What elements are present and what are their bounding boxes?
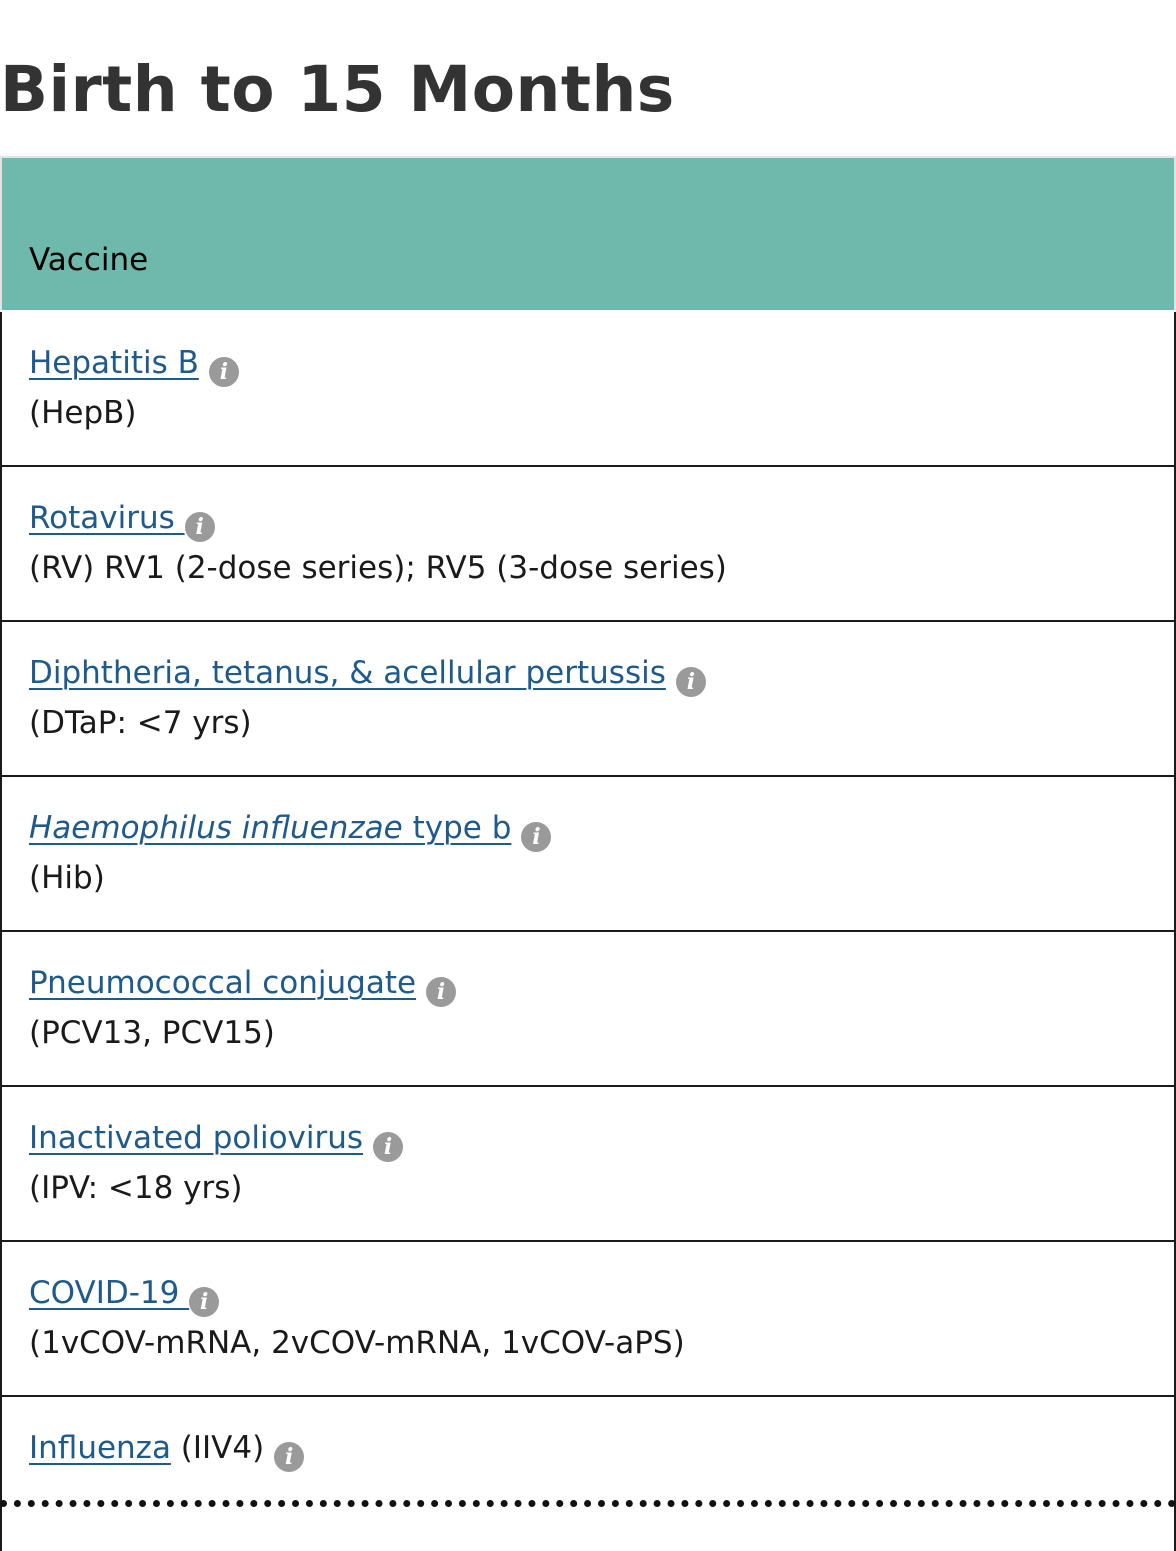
- vaccine-schedule-table: Vaccine Hepatitis B i (HepB) Rotavirus i …: [0, 156, 1176, 1551]
- info-icon[interactable]: i: [675, 667, 706, 697]
- info-icon[interactable]: i: [521, 822, 552, 852]
- vaccine-link-dtap[interactable]: Diphtheria, tetanus, & acellular pertuss…: [29, 655, 666, 691]
- vaccine-cell: COVID-19 i (1vCOV-mRNA, 2vCOV-mRNA, 1vCO…: [0, 1240, 1176, 1396]
- vaccine-abbreviation: (HepB): [29, 395, 137, 431]
- table-row: Diphtheria, tetanus, & acellular pertuss…: [0, 620, 1176, 776]
- vaccine-cell: Hepatitis B i (HepB): [0, 310, 1176, 466]
- table-row: Pneumococcal conjugate i (PCV13, PCV15): [0, 930, 1176, 1086]
- vaccine-cell: Pneumococcal conjugate i (PCV13, PCV15): [0, 930, 1176, 1086]
- table-row: Haemophilus influenzae type b i (Hib): [0, 775, 1176, 931]
- vaccine-link-influenza[interactable]: Influenza: [29, 1430, 171, 1466]
- vaccine-abbreviation: (Hib): [29, 860, 105, 896]
- table-row: Inactivated poliovirus i (IPV: <18 yrs): [0, 1085, 1176, 1241]
- info-icon[interactable]: i: [426, 977, 457, 1007]
- vaccine-cell: Rotavirus i (RV) RV1 (2-dose series); RV…: [0, 465, 1176, 621]
- vaccine-link-hib[interactable]: Haemophilus influenzae type b: [29, 810, 511, 846]
- vaccine-cell: Influenza (IIV4) i: [0, 1395, 1176, 1551]
- vaccine-cell: Haemophilus influenzae type b i (Hib): [0, 775, 1176, 931]
- table-row: Rotavirus i (RV) RV1 (2-dose series); RV…: [0, 465, 1176, 621]
- info-icon[interactable]: i: [373, 1132, 404, 1162]
- vaccine-link-covid-19[interactable]: COVID-19: [29, 1275, 190, 1311]
- info-icon[interactable]: i: [184, 512, 215, 542]
- table-row: COVID-19 i (1vCOV-mRNA, 2vCOV-mRNA, 1vCO…: [0, 1240, 1176, 1396]
- vaccine-link-pneumococcal[interactable]: Pneumococcal conjugate: [29, 965, 417, 1001]
- table-header-row: Vaccine: [0, 156, 1176, 312]
- table-row: Hepatitis B i (HepB): [0, 310, 1176, 466]
- vaccine-abbreviation: (1vCOV-mRNA, 2vCOV-mRNA, 1vCOV-aPS): [29, 1325, 685, 1361]
- vaccine-link-hepatitis-b[interactable]: Hepatitis B: [29, 345, 199, 381]
- vaccine-cell: Diphtheria, tetanus, & acellular pertuss…: [0, 620, 1176, 776]
- info-icon[interactable]: i: [274, 1442, 305, 1472]
- table-row: Influenza (IIV4) i: [0, 1395, 1176, 1551]
- vaccine-abbreviation: (PCV13, PCV15): [29, 1015, 275, 1051]
- page-title: Birth to 15 Months: [0, 53, 675, 126]
- vaccine-abbreviation: (IPV: <18 yrs): [29, 1170, 243, 1206]
- info-icon[interactable]: i: [189, 1287, 220, 1317]
- column-header-vaccine: Vaccine: [0, 156, 1176, 312]
- vaccine-abbreviation: (RV) RV1 (2-dose series); RV5 (3-dose se…: [29, 550, 727, 586]
- vaccine-abbreviation: (DTaP: <7 yrs): [29, 705, 252, 741]
- vaccine-link-text: type b: [402, 810, 512, 846]
- vaccine-abbreviation: (IIV4): [170, 1430, 265, 1466]
- vaccine-link-poliovirus[interactable]: Inactivated poliovirus: [29, 1120, 364, 1156]
- vaccine-cell: Inactivated poliovirus i (IPV: <18 yrs): [0, 1085, 1176, 1241]
- continuation-divider: [0, 1500, 1176, 1507]
- vaccine-link-italic: Haemophilus influenzae: [29, 810, 403, 846]
- info-icon[interactable]: i: [208, 357, 239, 387]
- vaccine-link-rotavirus[interactable]: Rotavirus: [29, 500, 185, 536]
